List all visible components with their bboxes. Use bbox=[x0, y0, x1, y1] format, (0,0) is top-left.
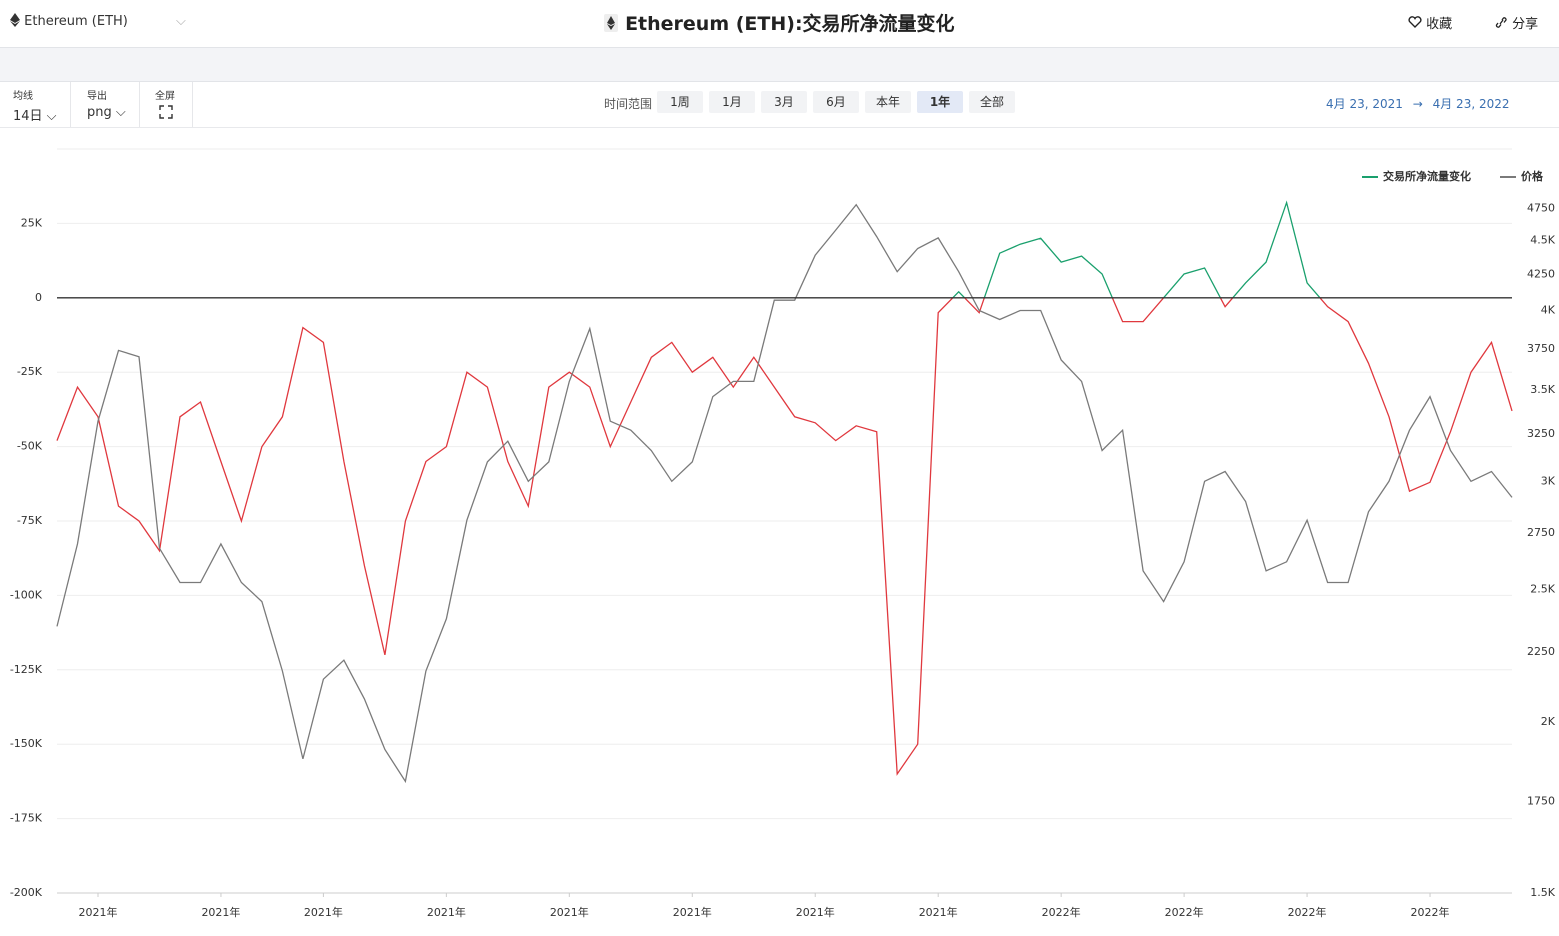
link-icon bbox=[1495, 17, 1507, 28]
chart: 25K 0 -25K -50K -75K -100K -125K -150K -175K -200… bbox=[10, 148, 1556, 919]
y2-tick-label: 3.5K bbox=[1530, 383, 1555, 396]
y2-tick-label: 4750 bbox=[1527, 201, 1555, 214]
x-tick-label: 2022年 bbox=[1288, 905, 1327, 919]
x-tick-label: 2021年 bbox=[427, 905, 466, 919]
range-button[interactable]: 全部 bbox=[969, 91, 1015, 113]
y-tick-label: -125K bbox=[10, 663, 43, 676]
heart-icon bbox=[1408, 16, 1422, 28]
range-button[interactable]: 1年 bbox=[917, 91, 963, 113]
range-button[interactable]: 6月 bbox=[813, 91, 859, 113]
y2-tick-label: 4250 bbox=[1527, 267, 1555, 280]
chevron: ⌵ bbox=[176, 14, 186, 29]
range-button[interactable]: 1月 bbox=[709, 91, 755, 113]
eth-icon bbox=[10, 13, 20, 27]
x-tick-label: 2021年 bbox=[673, 905, 712, 919]
legend-label: 交易所净流量变化 bbox=[1383, 169, 1471, 183]
y-tick-label: -25K bbox=[17, 365, 43, 378]
eth-icon bbox=[604, 14, 619, 32]
fullscreen-icon bbox=[159, 105, 173, 119]
fullscreen-button[interactable]: 全屏 bbox=[155, 87, 175, 119]
y2-tick-label: 2K bbox=[1541, 715, 1556, 728]
y2-tick-label: 3750 bbox=[1527, 342, 1555, 355]
x-tick-label: 2021年 bbox=[796, 905, 835, 919]
series-line bbox=[56, 200, 1513, 776]
x-tick-label: 2021年 bbox=[78, 905, 117, 919]
y-tick-label: -75K bbox=[17, 514, 43, 527]
separator bbox=[192, 82, 193, 127]
y2-tick-label: 2.5K bbox=[1530, 583, 1555, 596]
favorite-label: 收藏 bbox=[1426, 17, 1453, 32]
share-label: 分享 bbox=[1512, 17, 1539, 32]
export-select[interactable]: 导出 png ⌵ bbox=[87, 87, 126, 120]
separator bbox=[70, 82, 71, 127]
x-tick-label: 2022年 bbox=[1411, 905, 1450, 919]
date-arrow: → bbox=[1412, 97, 1423, 111]
export-text: png bbox=[87, 105, 112, 120]
export-value: png ⌵ bbox=[87, 105, 126, 120]
y-tick-label: -150K bbox=[10, 737, 43, 750]
date-from: 4月 23, 2021 bbox=[1326, 97, 1403, 111]
x-tick-label: 2021年 bbox=[201, 905, 240, 919]
y2-tick-label: 4.5K bbox=[1530, 234, 1555, 247]
y2-tick-label: 2250 bbox=[1527, 645, 1555, 658]
y2-tick-label: 3K bbox=[1541, 474, 1556, 487]
date-range[interactable]: 4月 23, 2021 → 4月 23, 2022 bbox=[1326, 95, 1510, 112]
ma-value: 14日 ⌵ bbox=[13, 109, 57, 124]
ma-label: 均线 bbox=[13, 91, 33, 102]
y2-tick-label: 4K bbox=[1541, 303, 1556, 316]
y-tick-label: -100K bbox=[10, 588, 43, 601]
y2-tick-label: 3250 bbox=[1527, 427, 1555, 440]
date-to: 4月 23, 2022 bbox=[1432, 97, 1510, 111]
fullscreen-label: 全屏 bbox=[155, 91, 175, 102]
y2-tick-label: 1.5K bbox=[1530, 886, 1555, 899]
favorite-button[interactable]: 收藏 bbox=[1408, 13, 1452, 32]
share-button[interactable]: 分享 bbox=[1494, 13, 1538, 32]
y-tick-label: -200K bbox=[10, 886, 43, 899]
separator bbox=[139, 82, 140, 127]
ma-text: 14日 bbox=[13, 109, 43, 124]
range-button[interactable]: 3月 bbox=[761, 91, 807, 113]
y-tick-label: 25K bbox=[21, 216, 43, 229]
x-tick-label: 2022年 bbox=[1042, 905, 1081, 919]
page-title: Ethereum (ETH):交易所净流量变化 bbox=[0, 9, 1559, 36]
toolbar: 均线 14日 ⌵ 导出 png ⌵ 全屏 时间范围 1周 1月 3月 6月 本年 1年 全部… bbox=[0, 82, 1559, 128]
range-button[interactable]: 1周 bbox=[657, 91, 703, 113]
legend-label: 价格 bbox=[1521, 169, 1544, 183]
title-text: Ethereum (ETH):交易所净流量变化 bbox=[625, 13, 955, 35]
y-tick-label: -175K bbox=[10, 812, 43, 825]
y2-tick-label: 1750 bbox=[1527, 794, 1555, 807]
y2-tick-label: 2750 bbox=[1527, 526, 1555, 539]
series-line bbox=[56, 203, 1513, 784]
banner-strip bbox=[0, 48, 1559, 82]
y-tick-label: 0 bbox=[35, 291, 42, 304]
export-label: 导出 bbox=[87, 91, 107, 102]
ma-select[interactable]: 均线 14日 ⌵ bbox=[13, 87, 57, 124]
range-button[interactable]: 本年 bbox=[865, 91, 911, 113]
x-tick-label: 2021年 bbox=[304, 905, 343, 919]
range-label: 时间范围 bbox=[604, 97, 653, 111]
range-buttons: 1周 1月 3月 6月 本年 1年 全部 bbox=[657, 91, 1015, 113]
x-tick-label: 2022年 bbox=[1165, 905, 1204, 919]
x-tick-label: 2021年 bbox=[919, 905, 958, 919]
y-tick-label: -50K bbox=[17, 440, 43, 453]
asset-name: Ethereum (ETH) bbox=[24, 14, 128, 29]
x-tick-label: 2021年 bbox=[550, 905, 589, 919]
asset-select[interactable]: Ethereum (ETH) ⌵ bbox=[10, 13, 186, 29]
header: Ethereum (ETH) ⌵ Ethereum (ETH):交易所净流量变化… bbox=[0, 0, 1559, 48]
